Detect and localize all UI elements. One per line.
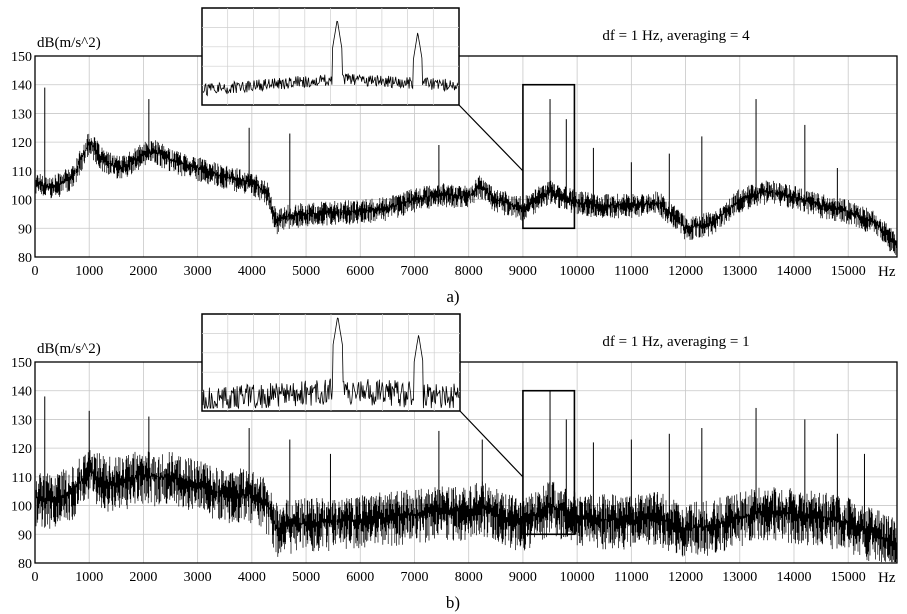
y-axis-label-b: dB(m/s^2) [37,341,101,357]
spectral-peaks-b [44,390,865,530]
y-tick-label: 140 [11,385,32,400]
y-tick-label: 90 [18,528,32,543]
x-tick-label: 8000 [455,264,483,279]
x-tick-labels-b: 0 1000 2000 3000 4000 5000 6000 7000 8000 9000 100… [32,570,866,585]
zoom-connector-a [458,104,524,172]
x-tick-label: 15000 [831,570,866,585]
x-tick-label: 7000 [400,264,428,279]
x-tick-label: 13000 [722,264,757,279]
y-tick-label: 80 [18,557,32,572]
x-tick-label: 15000 [831,264,866,279]
x-tick-label: 2000 [129,570,157,585]
x-tick-label: 12000 [668,264,703,279]
x-tick-label: 12000 [668,570,703,585]
y-axis-label-a: dB(m/s^2) [37,35,101,51]
x-unit-label-a: Hz [878,264,896,280]
spectrum-trace-a [35,133,897,255]
inset-grid-a [202,8,459,105]
x-unit-label-b: Hz [878,570,896,586]
x-tick-labels-a: 0 1000 2000 3000 4000 5000 6000 7000 8000 9000 100… [32,264,866,279]
inset-trace-b [202,317,460,410]
caption-a: a) [446,287,459,306]
x-tick-label: 4000 [238,570,266,585]
y-tick-label: 90 [18,222,32,237]
inset-trace-a [202,20,459,97]
zoom-connector-b [459,410,524,478]
y-tick-label: 120 [11,442,32,457]
x-tick-label: 10000 [560,570,595,585]
x-tick-label: 8000 [455,570,483,585]
plot-frame-a [34,55,898,258]
y-tick-label: 140 [11,79,32,94]
x-tick-label: 10000 [560,264,595,279]
y-tick-label: 100 [11,194,32,209]
x-tick-label: 9000 [509,264,537,279]
x-tick-label: 7000 [400,570,428,585]
plot-frame-b [34,361,898,564]
y-tick-label: 130 [11,413,32,428]
y-tick-label: 130 [11,107,32,122]
panel-b: 80 90 100 110 120 130 140 150 0 1000 2000 3000 4000… [11,313,898,612]
spectral-peaks-a [44,87,838,225]
annotation-b: df = 1 Hz, averaging = 1 [602,334,749,350]
y-tick-label: 120 [11,136,32,151]
x-tick-label: 11000 [614,264,648,279]
y-tick-label: 110 [12,471,32,486]
x-tick-label: 11000 [614,570,648,585]
x-tick-label: 5000 [292,264,320,279]
annotation-a: df = 1 Hz, averaging = 4 [602,28,750,44]
x-tick-label: 9000 [509,570,537,585]
x-tick-label: 6000 [346,570,374,585]
y-tick-labels-a: 80 90 100 110 120 130 140 150 [11,50,32,266]
x-tick-label: 0 [32,264,39,279]
y-tick-label: 110 [12,165,32,180]
zoom-box-b [522,389,576,536]
caption-b: b) [446,593,460,612]
x-tick-label: 2000 [129,264,157,279]
x-tick-label: 3000 [184,570,212,585]
x-tick-label: 0 [32,570,39,585]
panel-a: 80 90 100 110 120 130 140 150 0 1000 2000 3000 4000… [11,7,898,306]
x-tick-label: 1000 [75,264,103,279]
x-tick-label: 3000 [184,264,212,279]
x-tick-label: 4000 [238,264,266,279]
zoom-box-a [522,83,576,230]
y-tick-label: 100 [11,500,32,515]
x-tick-label: 14000 [776,570,811,585]
x-tick-label: 5000 [292,570,320,585]
x-tick-label: 13000 [722,570,757,585]
y-tick-label: 80 [18,251,32,266]
y-tick-label: 150 [11,356,32,371]
x-tick-label: 1000 [75,570,103,585]
y-tick-labels-b: 80 90 100 110 120 130 140 150 [11,356,32,572]
y-tick-label: 150 [11,50,32,65]
x-tick-label: 14000 [776,264,811,279]
x-tick-label: 6000 [346,264,374,279]
spectrum-trace-b [35,450,897,563]
